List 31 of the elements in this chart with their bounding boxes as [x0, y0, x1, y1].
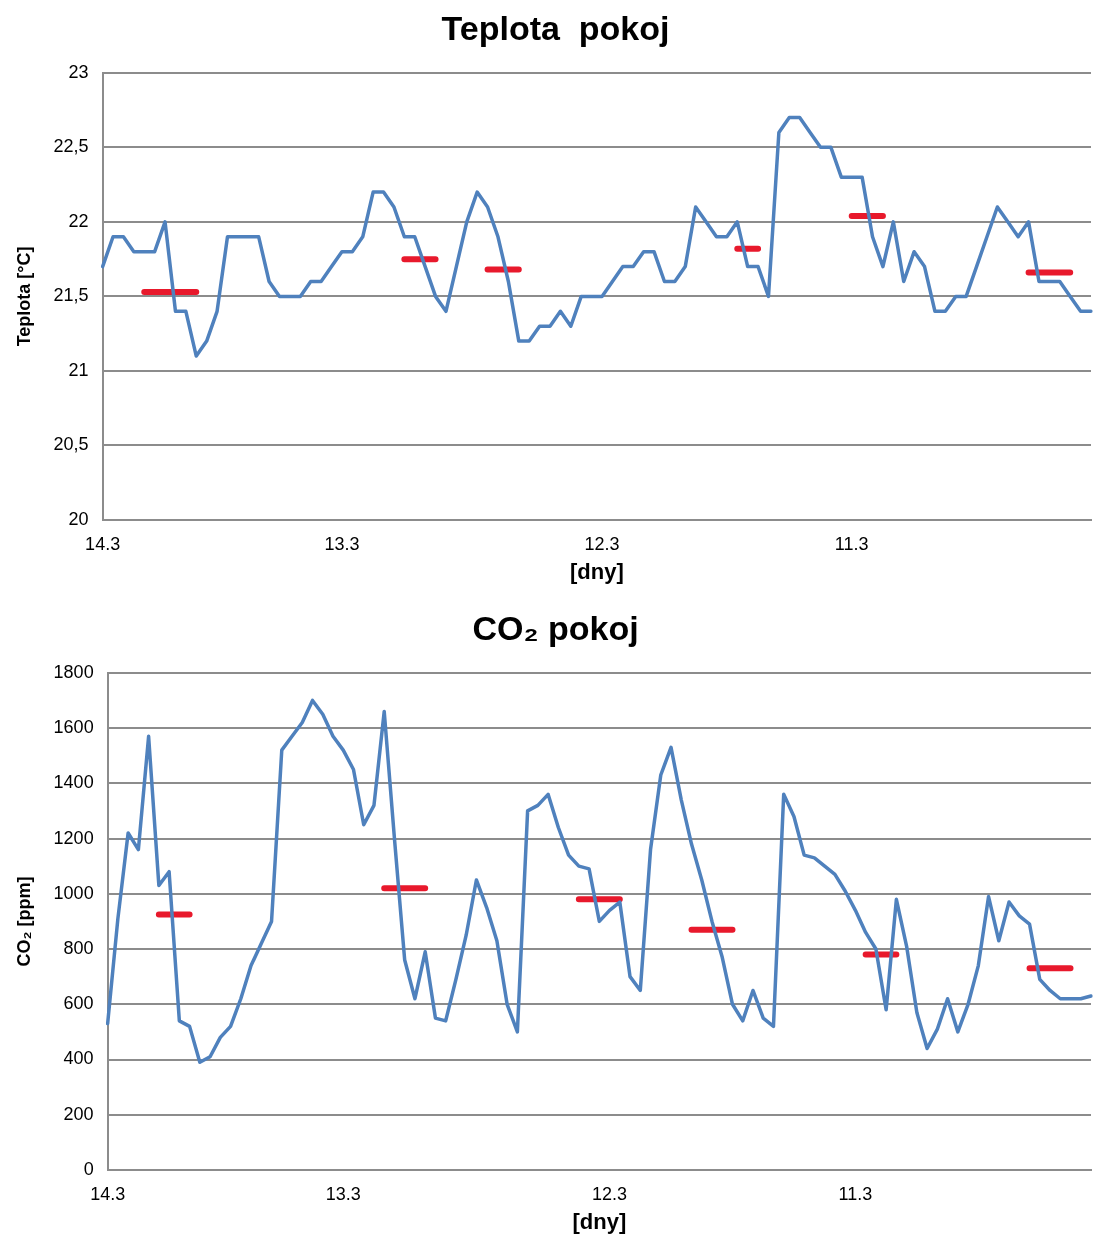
y-tick-label: 22,5 [53, 136, 89, 157]
x-tick-label: 13.3 [324, 533, 360, 554]
y-tick-label: 1800 [53, 661, 94, 682]
y-tick-label: 1400 [53, 772, 94, 793]
y-tick-label: 800 [63, 937, 94, 958]
y-tick-label: 1200 [53, 827, 94, 848]
x-tick-label: 14.3 [90, 1183, 126, 1204]
x-tick-label: 14.3 [85, 533, 121, 554]
y-tick-label: 200 [63, 1103, 94, 1124]
y-tick-label: 21,5 [53, 285, 89, 306]
y-tick-label: 22 [68, 210, 89, 231]
x-axis-title: [dny] [569, 558, 624, 584]
y-tick-label: 21 [68, 359, 89, 380]
x-axis-title: [dny] [572, 1208, 627, 1234]
x-tick-label: 13.3 [325, 1183, 361, 1204]
y-tick-label: 600 [63, 993, 94, 1014]
y-tick-label: 20,5 [53, 434, 89, 455]
x-tick-label: 12.3 [584, 533, 620, 554]
x-tick-label: 11.3 [838, 1183, 873, 1204]
y-tick-label: 1600 [53, 717, 94, 738]
chart-title: Teplota pokoj [441, 8, 670, 47]
y-tick-label: 20 [68, 508, 89, 529]
y-tick-label: 1000 [53, 882, 94, 903]
x-tick-label: 11.3 [834, 533, 869, 554]
y-tick-label: 400 [63, 1048, 94, 1069]
chart-title: CO₂ pokoj [472, 608, 639, 647]
x-tick-label: 12.3 [592, 1183, 628, 1204]
y-axis-title: CO₂ [ppm] [13, 876, 34, 967]
y-tick-label: 23 [68, 61, 89, 82]
y-axis-title: Teplota [°C] [13, 246, 34, 347]
y-tick-label: 0 [83, 1158, 94, 1179]
